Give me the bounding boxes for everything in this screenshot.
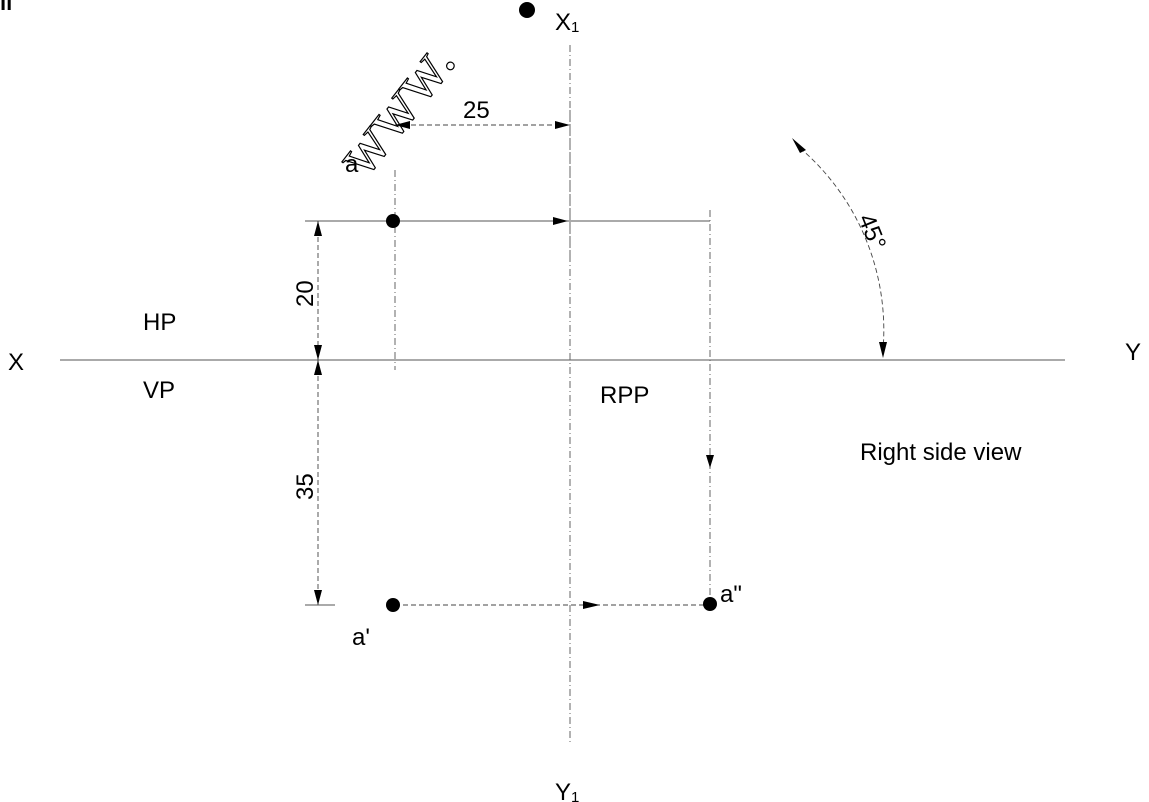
label-point-a-prime: a' <box>352 624 370 651</box>
projector-arrow-down <box>706 455 714 468</box>
point-a <box>386 214 400 228</box>
dim-35-arrow-bottom <box>314 590 322 605</box>
label-rpp: RPP <box>600 382 649 409</box>
dim-20-arrow-bottom <box>314 345 322 360</box>
angle-45-label: 45° <box>852 210 891 254</box>
dim-25-label: 25 <box>463 97 490 124</box>
projector-arrow-right <box>583 601 600 609</box>
label-hp: HP <box>143 309 176 336</box>
dim-35-arrow-top <box>314 360 322 375</box>
label-vp: VP <box>143 377 175 404</box>
dim-20-arrow-top <box>314 221 322 236</box>
projector-arrow-top <box>553 217 568 225</box>
dim-20-label: 20 <box>292 280 319 307</box>
dim-35-label: 35 <box>292 473 319 500</box>
corner-mark: ıı <box>0 0 12 15</box>
dim-25-arrow-left <box>395 121 410 129</box>
label-y1: Y1 <box>555 779 579 802</box>
miter-arc <box>799 147 885 351</box>
label-right-side-view: Right side view <box>860 439 1022 466</box>
label-x: X <box>8 349 24 376</box>
point-a-double-prime <box>703 597 717 611</box>
watermark-text: www. <box>320 26 469 188</box>
label-point-a-double-prime: a" <box>720 581 742 608</box>
miter-arc-arrow-top <box>792 138 806 153</box>
point-a-prime <box>386 598 400 612</box>
miter-arc-arrow-bottom <box>879 342 887 358</box>
label-point-a: a <box>345 151 359 178</box>
label-x1: X1 <box>555 9 579 36</box>
dim-25-arrow-right <box>555 121 570 129</box>
watermark-dot <box>519 2 535 18</box>
label-y: Y <box>1125 339 1141 366</box>
